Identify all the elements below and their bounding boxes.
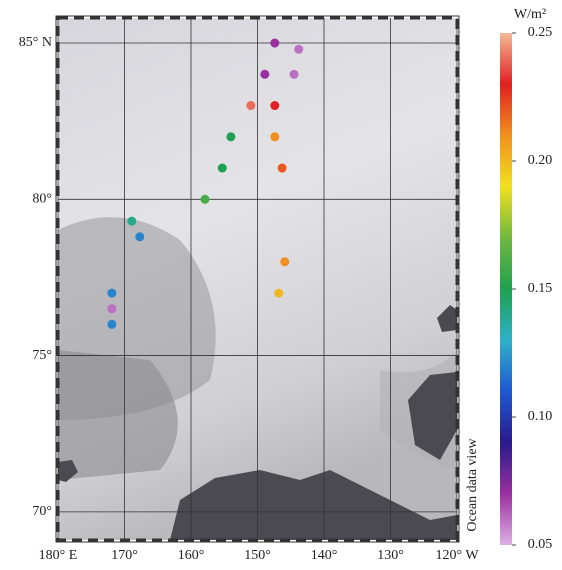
data-point: [135, 232, 144, 241]
data-point: [260, 70, 269, 79]
data-point: [218, 164, 227, 173]
colorbar-tick-label: 0.20: [528, 153, 553, 168]
x-tick-label: 160°: [178, 548, 205, 563]
data-point: [246, 101, 255, 110]
data-point: [226, 132, 235, 141]
x-tick-label: 170°: [111, 548, 138, 563]
y-tick-label: 80°: [32, 192, 52, 207]
y-tick-label: 70°: [32, 504, 52, 519]
data-point: [290, 70, 299, 79]
x-tick-label: 180° E: [39, 548, 78, 563]
x-tick-label: 130°: [377, 548, 404, 563]
colorbar: [500, 33, 512, 545]
y-tick-label: 75°: [32, 348, 52, 363]
data-point: [270, 39, 279, 48]
data-point: [274, 289, 283, 298]
data-point: [270, 132, 279, 141]
x-tick-label: 120° W: [435, 548, 479, 563]
data-point: [280, 257, 289, 266]
data-point: [200, 195, 209, 204]
colorbar-tick-label: 0.10: [528, 409, 553, 424]
data-point: [278, 164, 287, 173]
data-point: [127, 217, 136, 226]
x-tick-label: 150°: [244, 548, 271, 563]
y-tick-label: 85° N: [19, 35, 52, 50]
watermark: Ocean data view: [465, 437, 480, 531]
colorbar-tick-label: 0.05: [528, 537, 553, 552]
data-point: [107, 304, 116, 313]
data-point: [107, 320, 116, 329]
x-tick-label: 140°: [311, 548, 338, 563]
data-point: [294, 45, 303, 54]
data-point: [270, 101, 279, 110]
map-figure: W/m² Ocean data view 180° E 170° 160° 150° 1…: [0, 0, 562, 570]
data-point: [107, 289, 116, 298]
colorbar-tick-label: 0.15: [528, 281, 553, 296]
colorbar-label: W/m²: [514, 7, 546, 22]
colorbar-tick-label: 0.25: [528, 25, 553, 40]
